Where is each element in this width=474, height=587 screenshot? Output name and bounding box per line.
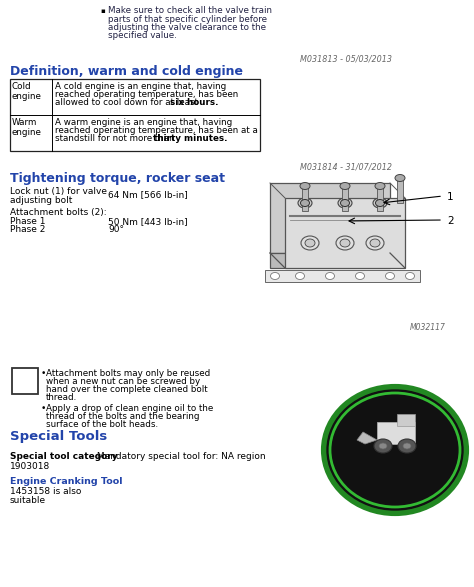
- Text: i: i: [22, 373, 28, 391]
- Ellipse shape: [395, 174, 405, 181]
- Ellipse shape: [398, 439, 416, 453]
- Text: Lock nut (1) for valve: Lock nut (1) for valve: [10, 187, 107, 196]
- Text: adjusting bolt: adjusting bolt: [10, 196, 73, 205]
- Text: 64 Nm [566 lb-in]: 64 Nm [566 lb-in]: [108, 190, 188, 199]
- Ellipse shape: [271, 272, 280, 279]
- Ellipse shape: [336, 236, 354, 250]
- Text: suitable: suitable: [10, 496, 46, 505]
- Text: thirty minutes.: thirty minutes.: [153, 134, 228, 143]
- Text: Attachment bolts (2):: Attachment bolts (2):: [10, 208, 107, 217]
- Text: thread.: thread.: [46, 393, 77, 402]
- Ellipse shape: [366, 236, 384, 250]
- Text: 1: 1: [447, 192, 454, 202]
- Text: Cold
engine: Cold engine: [12, 82, 42, 102]
- Ellipse shape: [356, 272, 365, 279]
- Ellipse shape: [373, 198, 387, 208]
- Bar: [10, 79, 260, 151]
- Bar: [342, 186, 348, 211]
- Text: when a new nut can be screwed by: when a new nut can be screwed by: [46, 377, 200, 386]
- Text: M032117: M032117: [410, 323, 446, 332]
- Text: Tightening torque, rocker seat: Tightening torque, rocker seat: [10, 172, 225, 185]
- Text: Phase 2: Phase 2: [10, 225, 46, 234]
- Text: Engine Cranking Tool: Engine Cranking Tool: [10, 477, 122, 486]
- Ellipse shape: [370, 239, 380, 247]
- Ellipse shape: [326, 272, 335, 279]
- Bar: [265, 270, 420, 282]
- Text: hand over the complete cleaned bolt: hand over the complete cleaned bolt: [46, 385, 208, 394]
- Ellipse shape: [340, 200, 349, 207]
- Text: 90°: 90°: [108, 225, 124, 234]
- Ellipse shape: [375, 183, 385, 190]
- Text: Warm
engine: Warm engine: [12, 118, 42, 137]
- Bar: [285, 198, 405, 268]
- Bar: [12, 368, 38, 394]
- Ellipse shape: [340, 239, 350, 247]
- Text: six hours.: six hours.: [170, 98, 219, 107]
- Ellipse shape: [301, 200, 310, 207]
- Bar: [255, 178, 465, 333]
- Ellipse shape: [300, 183, 310, 190]
- Bar: [397, 414, 415, 426]
- Bar: [302, 186, 308, 211]
- Ellipse shape: [338, 198, 352, 208]
- Text: Attachment bolts may only be reused: Attachment bolts may only be reused: [46, 369, 210, 378]
- Text: allowed to cool down for at least: allowed to cool down for at least: [55, 98, 201, 107]
- Text: standstill for not more than: standstill for not more than: [55, 134, 177, 143]
- Ellipse shape: [385, 272, 394, 279]
- Text: reached operating temperature, has been: reached operating temperature, has been: [55, 90, 238, 99]
- Ellipse shape: [298, 198, 312, 208]
- Ellipse shape: [301, 236, 319, 250]
- Text: 1453158 is also: 1453158 is also: [10, 487, 82, 496]
- Text: specified value.: specified value.: [108, 32, 177, 41]
- Ellipse shape: [305, 239, 315, 247]
- Text: Special tool category: Special tool category: [10, 452, 118, 461]
- Text: Special Tools: Special Tools: [10, 430, 107, 443]
- Ellipse shape: [374, 439, 392, 453]
- Bar: [270, 183, 390, 253]
- Text: A warm engine is an engine that, having: A warm engine is an engine that, having: [55, 118, 232, 127]
- Text: my: my: [375, 472, 389, 481]
- Text: Make sure to check all the valve train: Make sure to check all the valve train: [108, 6, 272, 15]
- Text: Apply a drop of clean engine oil to the: Apply a drop of clean engine oil to the: [46, 404, 213, 413]
- Text: 2: 2: [447, 216, 454, 226]
- Text: reached operating temperature, has been at a: reached operating temperature, has been …: [55, 126, 258, 135]
- Text: thread of the bolts and the bearing: thread of the bolts and the bearing: [46, 412, 200, 421]
- Ellipse shape: [379, 443, 387, 449]
- Text: Definition, warm and cold engine: Definition, warm and cold engine: [10, 65, 243, 78]
- Text: Mandatory special tool for: NA region: Mandatory special tool for: NA region: [94, 452, 265, 461]
- Polygon shape: [357, 432, 377, 444]
- Bar: [377, 422, 415, 444]
- Text: M031813 - 05/03/2013: M031813 - 05/03/2013: [300, 54, 392, 63]
- Bar: [397, 178, 403, 203]
- Text: adjusting the valve clearance to the: adjusting the valve clearance to the: [108, 23, 266, 32]
- Text: myPowerManual.com: myPowerManual.com: [341, 476, 449, 485]
- Ellipse shape: [340, 183, 350, 190]
- Ellipse shape: [375, 200, 384, 207]
- Text: parts of that specific cylinder before: parts of that specific cylinder before: [108, 15, 267, 23]
- Ellipse shape: [403, 443, 411, 449]
- Ellipse shape: [295, 272, 304, 279]
- Text: surface of the bolt heads.: surface of the bolt heads.: [46, 420, 158, 429]
- Ellipse shape: [327, 390, 463, 510]
- Bar: [270, 253, 390, 268]
- Text: A cold engine is an engine that, having: A cold engine is an engine that, having: [55, 82, 226, 91]
- Text: Phase 1: Phase 1: [10, 217, 46, 226]
- Bar: [377, 186, 383, 211]
- Text: •: •: [41, 404, 46, 413]
- Ellipse shape: [405, 272, 414, 279]
- Text: 1903018: 1903018: [10, 462, 50, 471]
- Ellipse shape: [323, 386, 467, 514]
- Text: 50 Nm [443 lb-in]: 50 Nm [443 lb-in]: [108, 217, 188, 226]
- Text: ▪: ▪: [100, 8, 105, 14]
- Text: M031814 - 31/07/2012: M031814 - 31/07/2012: [300, 162, 392, 171]
- Text: •: •: [41, 369, 46, 378]
